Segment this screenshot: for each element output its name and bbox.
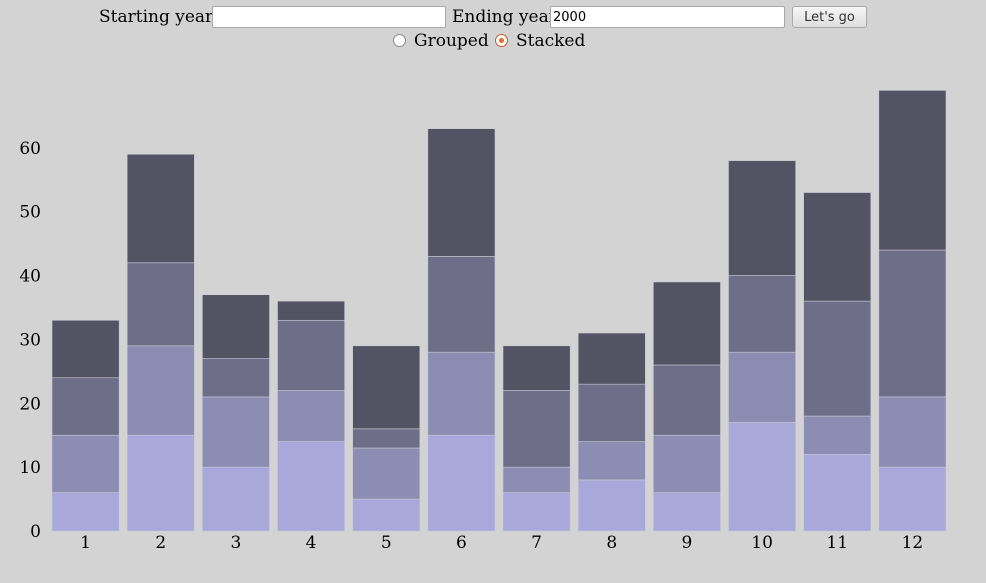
controls-bar: Starting year Ending year Let's go Group… bbox=[0, 0, 986, 60]
starting-year-input[interactable] bbox=[212, 6, 446, 28]
bar-9-segment-3 bbox=[653, 364, 721, 436]
grouped-label: Grouped bbox=[414, 31, 489, 51]
y-axis: 0 10 20 30 40 50 60 bbox=[19, 139, 41, 542]
bar-11-segment-4 bbox=[803, 192, 872, 302]
x-tick-label: 2 bbox=[155, 533, 166, 553]
x-tick-label: 8 bbox=[606, 533, 617, 553]
x-tick-label: 5 bbox=[381, 533, 392, 553]
bar-1-segment-2 bbox=[51, 434, 120, 493]
y-tick-label: 50 bbox=[19, 203, 41, 223]
bar-1-segment-3 bbox=[51, 377, 120, 436]
x-axis: 1 2 3 4 5 6 7 8 9 10 11 12 bbox=[80, 533, 923, 553]
bar-7-segment-3 bbox=[502, 390, 571, 468]
bar-9-segment-1 bbox=[653, 492, 721, 532]
bar-3-segment-3 bbox=[202, 358, 270, 398]
bar-5-segment-2 bbox=[352, 447, 421, 500]
bar-7-segment-4 bbox=[502, 345, 571, 391]
bar-12-segment-4 bbox=[878, 90, 947, 251]
bar-12-segment-1 bbox=[878, 466, 947, 532]
x-tick-label: 12 bbox=[902, 533, 924, 553]
starting-year-label: Starting year bbox=[99, 7, 214, 27]
x-tick-label: 3 bbox=[231, 533, 242, 553]
bar-4-segment-2 bbox=[277, 390, 345, 442]
bar-10-segment-2 bbox=[728, 351, 796, 423]
bar-1-segment-4 bbox=[51, 319, 120, 379]
bar-3-segment-4 bbox=[202, 294, 270, 359]
bar-1-segment-1 bbox=[51, 492, 120, 532]
grouped-radio[interactable] bbox=[393, 34, 406, 47]
bar-6-segment-3 bbox=[427, 256, 496, 353]
bar-6-segment-2 bbox=[427, 351, 496, 436]
bar-5-segment-1 bbox=[352, 498, 421, 532]
y-tick-label: 40 bbox=[19, 267, 41, 287]
bar-12-segment-3 bbox=[878, 249, 947, 398]
x-tick-label: 1 bbox=[80, 533, 91, 553]
x-tick-label: 9 bbox=[682, 533, 693, 553]
x-tick-label: 6 bbox=[456, 533, 467, 553]
bar-9-segment-4 bbox=[653, 281, 721, 366]
y-tick-label: 10 bbox=[19, 458, 41, 478]
bar-7-segment-2 bbox=[502, 466, 571, 493]
bar-4-segment-3 bbox=[277, 319, 345, 391]
y-tick-label: 20 bbox=[19, 394, 41, 414]
bar-2-segment-2 bbox=[126, 345, 195, 436]
x-tick-label: 11 bbox=[826, 533, 848, 553]
lets-go-button[interactable]: Let's go bbox=[792, 6, 867, 28]
bar-11-segment-2 bbox=[803, 415, 872, 455]
y-tick-label: 30 bbox=[19, 330, 41, 350]
bar-8-segment-4 bbox=[577, 332, 646, 385]
bar-6-segment-4 bbox=[427, 128, 496, 257]
bars-group bbox=[51, 90, 947, 532]
y-tick-label: 0 bbox=[30, 522, 41, 542]
stacked-label: Stacked bbox=[516, 31, 586, 51]
bar-2-segment-4 bbox=[126, 153, 195, 264]
bar-11-segment-1 bbox=[803, 454, 872, 532]
x-tick-label: 10 bbox=[751, 533, 773, 553]
y-tick-label: 60 bbox=[19, 139, 41, 159]
bar-10-segment-4 bbox=[728, 160, 796, 276]
bar-4-segment-1 bbox=[277, 441, 345, 532]
bar-5-segment-4 bbox=[352, 345, 421, 430]
ending-year-input[interactable] bbox=[550, 6, 785, 28]
bar-6-segment-1 bbox=[427, 434, 496, 532]
bar-2-segment-3 bbox=[126, 262, 195, 347]
bar-8-segment-2 bbox=[577, 441, 646, 481]
bar-10-segment-3 bbox=[728, 275, 796, 353]
bar-8-segment-3 bbox=[577, 383, 646, 442]
bar-4-segment-4 bbox=[277, 300, 345, 321]
ending-year-label: Ending year bbox=[452, 7, 557, 27]
bar-3-segment-1 bbox=[202, 466, 270, 532]
bar-12-segment-2 bbox=[878, 396, 947, 468]
bar-3-segment-2 bbox=[202, 396, 270, 468]
bar-9-segment-2 bbox=[653, 434, 721, 493]
bar-7-segment-1 bbox=[502, 492, 571, 532]
bar-2-segment-1 bbox=[126, 434, 195, 532]
stacked-radio[interactable] bbox=[495, 34, 508, 47]
bar-5-segment-3 bbox=[352, 428, 421, 449]
bar-10-segment-1 bbox=[728, 422, 796, 532]
bar-11-segment-3 bbox=[803, 300, 872, 417]
x-tick-label: 7 bbox=[531, 533, 542, 553]
x-tick-label: 4 bbox=[306, 533, 317, 553]
bar-8-segment-1 bbox=[577, 479, 646, 532]
